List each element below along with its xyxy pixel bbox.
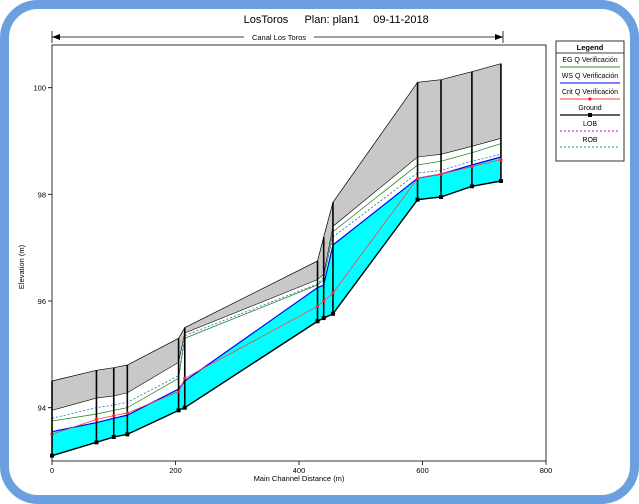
ground-point-630 [439, 195, 444, 199]
crit-point-122 [125, 411, 129, 415]
crit-point-680 [470, 165, 474, 169]
legend-entry-eg: EG Q Verificación [562, 57, 617, 64]
legend-entry-crit: Crit Q Verificación [562, 89, 618, 96]
x-tick-label-0: 0 [50, 466, 54, 475]
y-tick-label-100: 100 [33, 84, 46, 93]
crit-point-72 [94, 417, 99, 421]
ground-point-680 [469, 184, 474, 189]
crit-point-727 [499, 158, 503, 162]
crit-point-440 [322, 299, 326, 303]
chart-plot: LosToros Plan: plan1 09-11-2018 Canal Lo… [17, 14, 625, 483]
legend-entry-rob: ROB [582, 137, 598, 144]
legend-title: Legend [577, 43, 604, 52]
x-tick-label-800: 800 [540, 466, 553, 475]
overbank-fill [52, 63, 501, 411]
y-tick-label-96: 96 [38, 297, 46, 306]
ground-point-72 [94, 440, 99, 445]
chart-title-plan: Plan: plan1 [304, 14, 359, 26]
crit-point-215 [183, 376, 187, 380]
crit-point-592 [415, 176, 420, 180]
crit-point-455 [331, 291, 335, 295]
crit-point-100 [112, 414, 116, 418]
crit-point-430 [315, 304, 320, 308]
axes-layer: 0 200 400 600 800 94 96 98 100 [33, 84, 552, 475]
x-tick-label-200: 200 [169, 466, 182, 475]
ground-point-430 [315, 319, 320, 324]
crit-point-205 [176, 390, 181, 394]
x-tick-label-600: 600 [416, 466, 429, 475]
ground-point-455 [330, 311, 335, 316]
ground-point-205 [176, 408, 181, 413]
legend-entry-ground: Ground [578, 105, 601, 112]
legend-entry-ws: WS Q Verificación [562, 73, 619, 80]
y-tick-label-94: 94 [38, 404, 46, 413]
reach-indicator: Canal Los Toros [51, 31, 504, 43]
y-tick-label-98: 98 [38, 190, 46, 199]
water-fill [52, 157, 501, 456]
legend-entry-lob: LOB [583, 121, 597, 128]
ground-point-727 [498, 179, 503, 183]
chart-title-project: LosToros [244, 14, 289, 26]
reach-label: Canal Los Toros [252, 33, 306, 42]
x-axis-label: Main Channel Distance (m) [254, 474, 345, 483]
legend-marker-ground [588, 113, 592, 117]
ground-point-215 [182, 405, 187, 410]
plot-layer [50, 63, 503, 458]
ground-point-592 [415, 197, 420, 202]
chart-title-date: 09-11-2018 [373, 14, 428, 26]
ground-point-100 [111, 435, 116, 439]
legend-marker-crit [588, 97, 592, 101]
ground-point-440 [321, 316, 326, 321]
ground-point-122 [125, 432, 130, 437]
legend: Legend EG Q Verificación WS Q Verificaci… [555, 40, 625, 162]
crit-point-630 [439, 172, 443, 176]
x-tick-label-400: 400 [293, 466, 306, 475]
y-axis-label: Elevation (m) [17, 244, 26, 289]
